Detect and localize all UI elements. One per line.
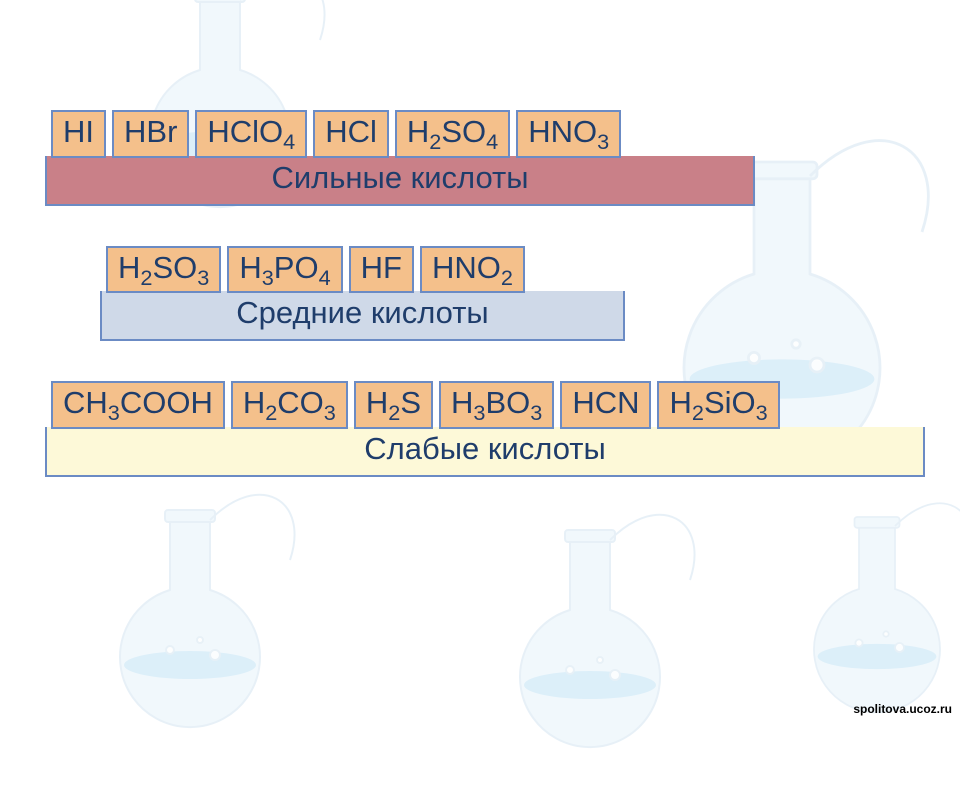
formula-row: CH3COOHH2CO3H2SH3BO3HCNH2SiO3 [45, 381, 925, 429]
formula-cell: H2SO4 [395, 110, 510, 158]
flask-decoration [760, 490, 960, 765]
group-label: Средние кислоты [100, 291, 625, 341]
formula-cell: HI [51, 110, 106, 158]
formula-cell: HNO2 [420, 246, 525, 294]
formula-cell: HNO3 [516, 110, 621, 158]
formula-row: HIHBrHClO4HClH2SO4HNO3 [45, 110, 755, 158]
group-label: Сильные кислоты [45, 156, 755, 206]
formula-row: H2SO3H3PO4HFHNO2 [100, 246, 625, 294]
formula-cell: H3PO4 [227, 246, 342, 294]
acids-diagram: HIHBrHClO4HClH2SO4HNO3Сильные кислотыH2S… [0, 0, 960, 477]
watermark-text: spolitova.ucoz.ru [853, 702, 952, 716]
flask-decoration [460, 500, 720, 805]
formula-cell: H3BO3 [439, 381, 554, 429]
formula-cell: HClO4 [195, 110, 307, 158]
acid-group-medium: H2SO3H3PO4HFHNO2Средние кислоты [100, 246, 625, 342]
formula-cell: H2SO3 [106, 246, 221, 294]
acid-group-weak: CH3COOHH2CO3H2SH3BO3HCNH2SiO3Слабые кисл… [45, 381, 925, 477]
formula-cell: H2SiO3 [657, 381, 779, 429]
formula-cell: HCl [313, 110, 389, 158]
formula-cell: H2S [354, 381, 433, 429]
flask-decoration [60, 480, 320, 785]
formula-cell: H2CO3 [231, 381, 348, 429]
acid-group-strong: HIHBrHClO4HClH2SO4HNO3Сильные кислоты [45, 110, 755, 206]
group-label: Слабые кислоты [45, 427, 925, 477]
formula-cell: HBr [112, 110, 189, 158]
formula-cell: HCN [560, 381, 651, 429]
formula-cell: CH3COOH [51, 381, 225, 429]
formula-cell: HF [349, 246, 414, 294]
